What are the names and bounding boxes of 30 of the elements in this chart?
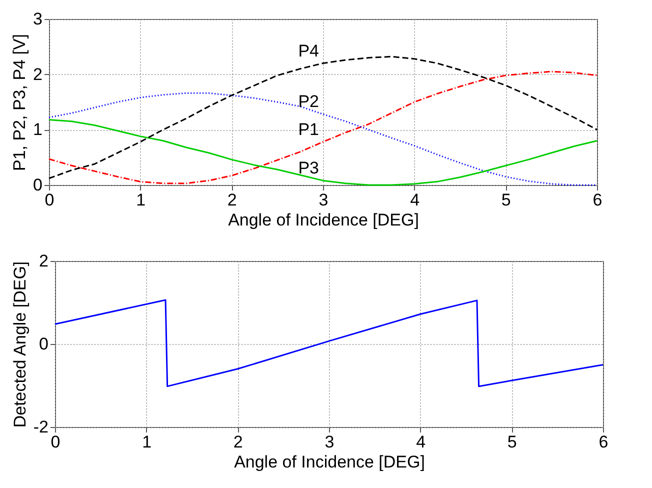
y-tick-label: 0 [33,176,42,194]
x-tick-label: 6 [598,432,608,452]
x-tick-label: 4 [416,432,426,452]
series-label: P3 [298,158,319,178]
x-tick-label: 0 [50,432,60,452]
x-tick-label: 3 [318,190,328,210]
series-label: P1 [298,120,319,139]
x-tick-label: 1 [142,432,152,452]
x-axis-title: Angle of Incidence [DEG] [228,210,419,230]
y-tick-label: 0 [39,334,48,354]
line-series [48,56,598,180]
y-tick-label: -2 [33,418,48,436]
x-tick-label: 1 [136,190,146,210]
x-tick-label: 2 [227,190,237,210]
line-series [54,299,604,388]
x-tick-label: 4 [410,190,420,210]
x-axis-title: Angle of Incidence [DEG] [234,452,425,472]
x-tick-label: 5 [501,190,511,210]
x-tick-label: 3 [324,432,334,452]
x-tick-label: 6 [592,190,602,210]
y-tick-label: 2 [33,64,42,84]
y-axis-title: Detected Angle [DEG] [10,261,30,428]
series-label: P4 [298,41,319,60]
y-tick-label: 3 [33,10,42,28]
y-tick-label: 2 [39,252,48,270]
y-tick-label: 1 [33,120,42,140]
series-label: P2 [298,92,319,112]
x-tick-label: 2 [233,432,243,452]
y-axis-title: P1, P2, P3, P4 [V] [10,34,30,172]
x-tick-label: 5 [507,432,517,452]
